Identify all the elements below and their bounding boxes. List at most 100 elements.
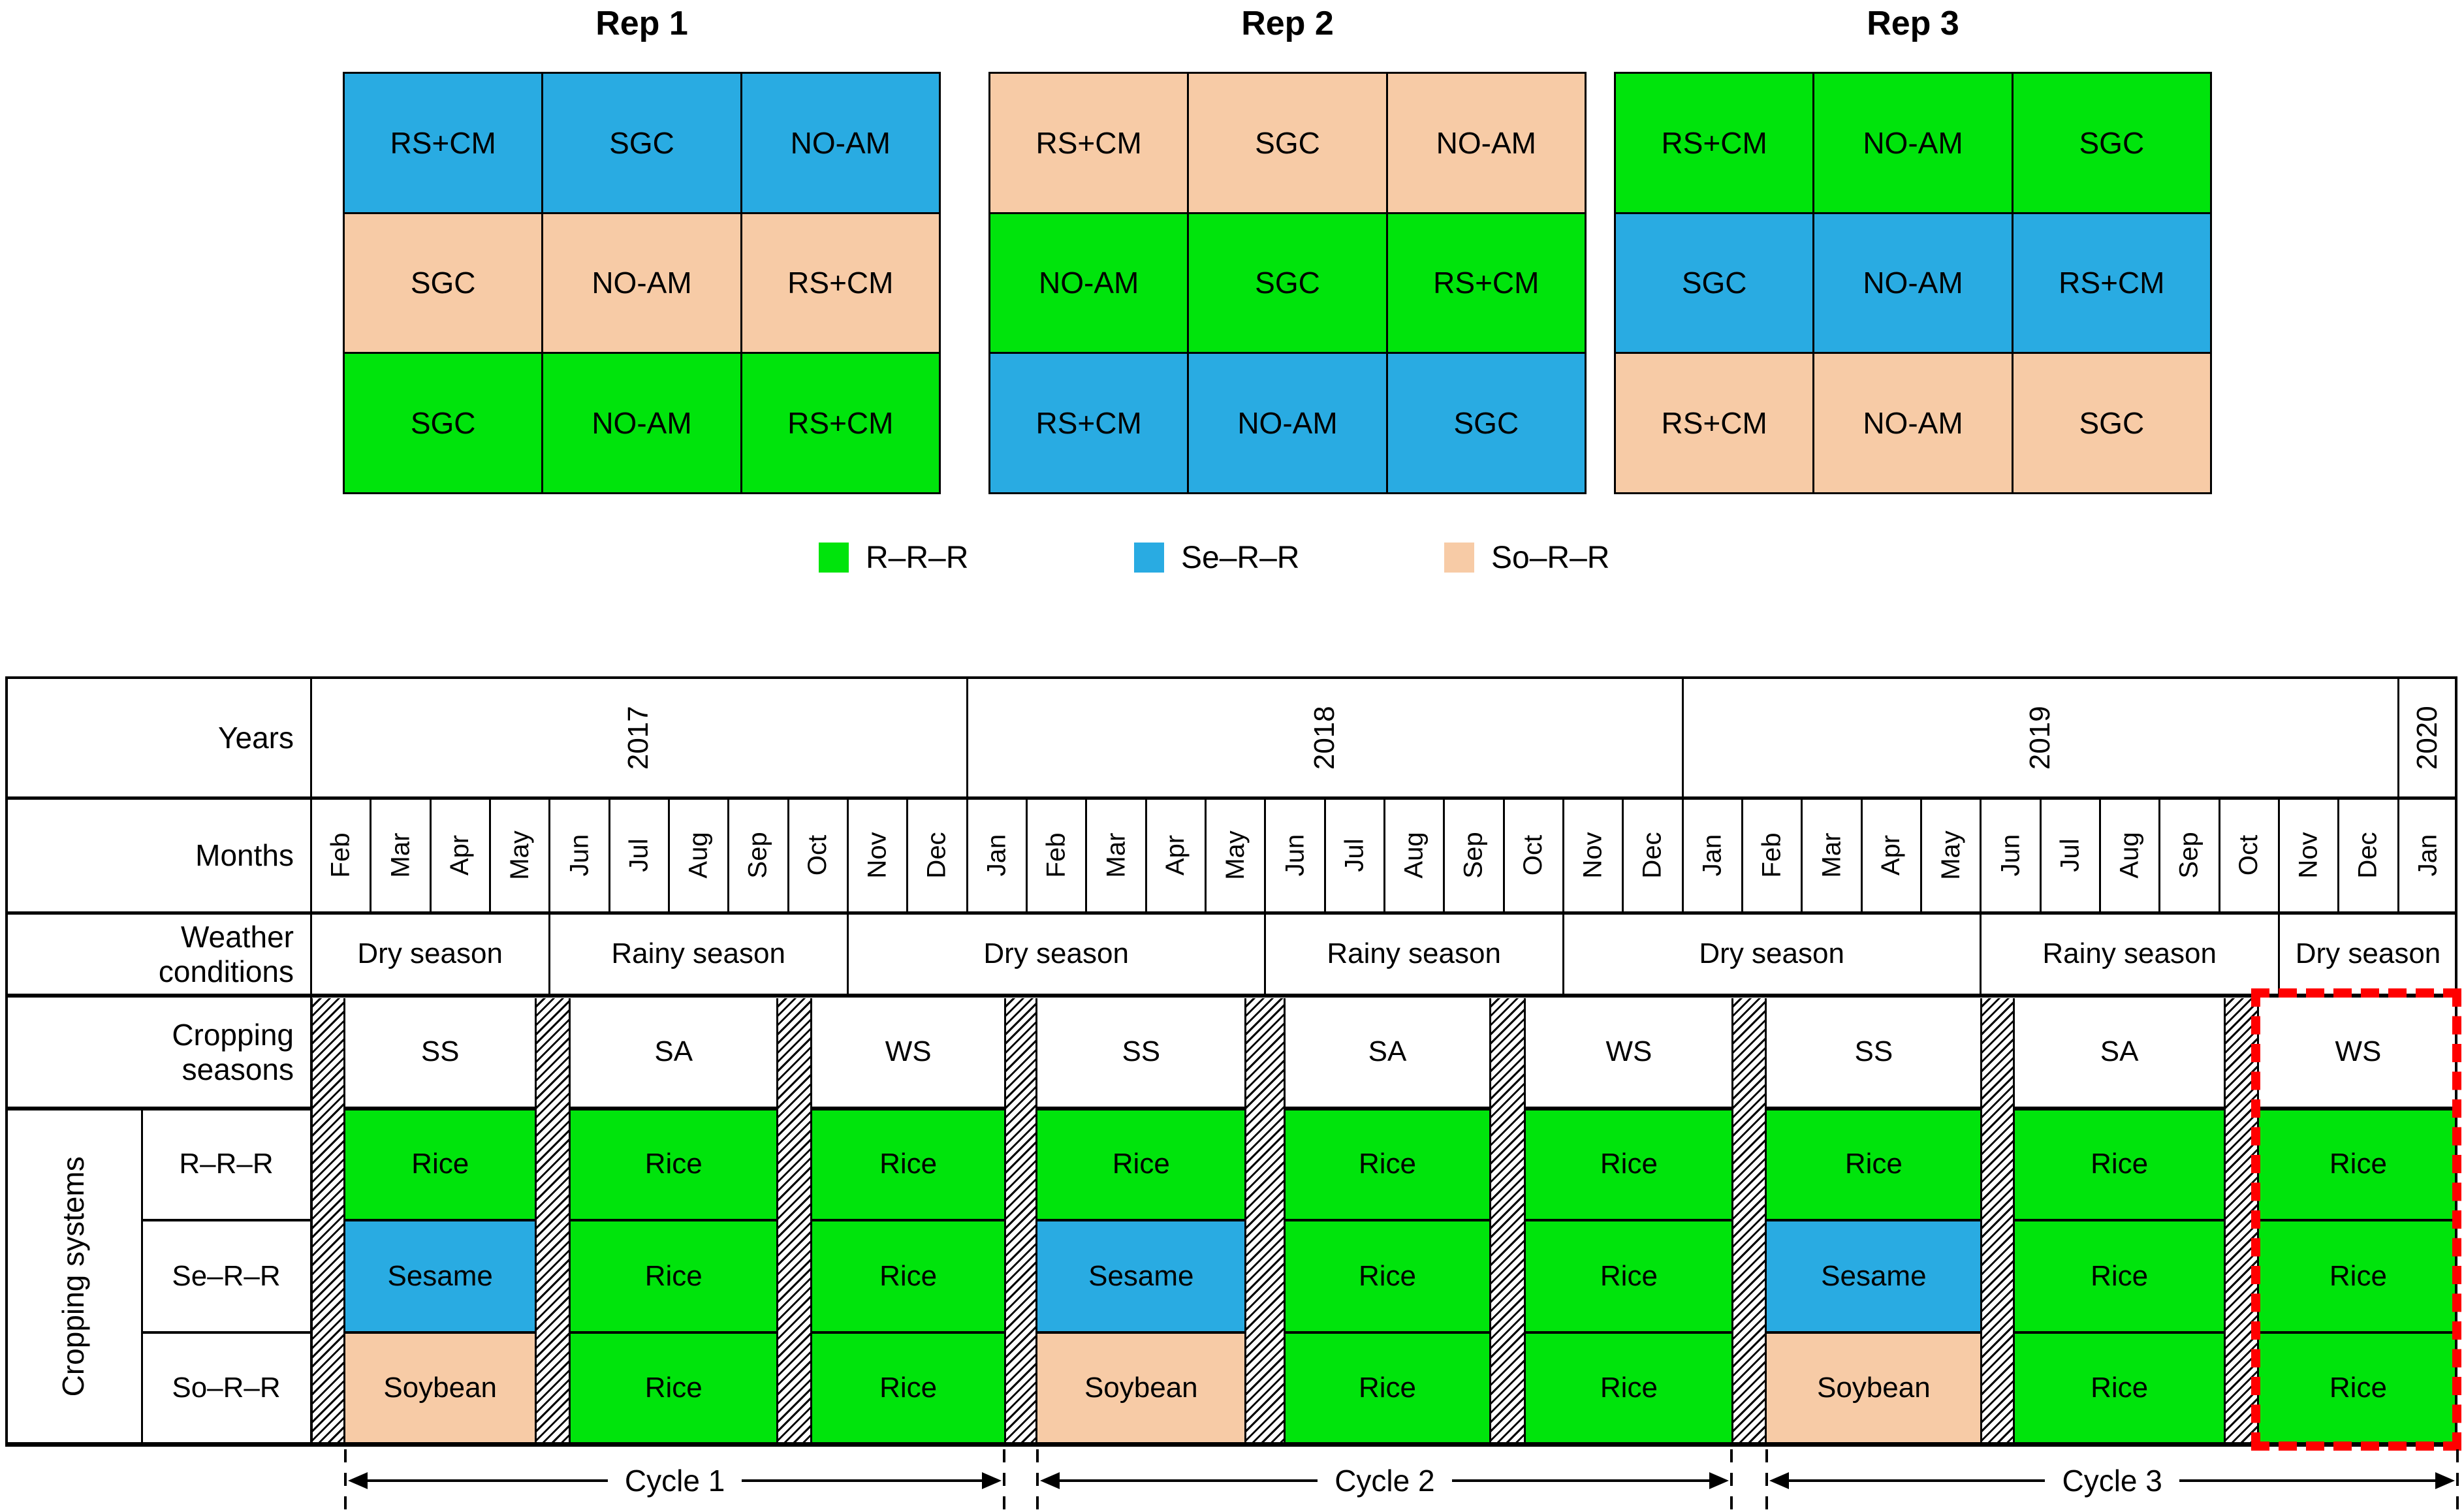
hatch-bar xyxy=(1731,998,1767,1444)
month-cell-text: Apr xyxy=(445,834,475,876)
hatch-bar xyxy=(1980,998,2015,1444)
month-cell: Aug xyxy=(1384,798,1444,913)
table-line xyxy=(966,678,968,798)
table-line xyxy=(1681,798,1684,913)
table-line xyxy=(1681,678,1684,798)
month-cell: Aug xyxy=(669,798,728,913)
hatch-bar xyxy=(535,998,571,1444)
month-cell: Nov xyxy=(1563,798,1622,913)
weather-cell: Dry season xyxy=(983,937,1129,970)
legend-swatch xyxy=(1134,543,1164,573)
month-cell-text: Jun xyxy=(1280,834,1309,877)
table-line xyxy=(1383,798,1385,913)
season-cell: WS xyxy=(1605,1035,1652,1068)
weather-row-label: Weather conditions xyxy=(158,919,294,988)
rep-title: Rep 3 xyxy=(1867,5,1959,42)
crop-cell: Rice xyxy=(571,1109,777,1221)
months-row-label: Months xyxy=(195,838,294,872)
crop-cell: Rice xyxy=(2258,1220,2457,1332)
crop-cell: Rice xyxy=(571,1332,777,1444)
rep-plot-cell: RS+CM xyxy=(1387,213,1585,353)
cycle-boundary-line xyxy=(1036,1449,1039,1511)
table-line xyxy=(5,1442,2457,1447)
season-cell: SS xyxy=(420,1035,460,1068)
rep-title: Rep 2 xyxy=(1241,5,1334,42)
table-line xyxy=(5,678,8,1444)
month-cell-text: Mar xyxy=(1816,832,1846,878)
hatch-bar xyxy=(1244,998,1286,1444)
table-line xyxy=(1622,798,1624,913)
legend-item: Se–R–R xyxy=(1134,541,1421,575)
cycle-arrowhead-right xyxy=(982,1472,1002,1489)
table-line xyxy=(548,913,551,996)
rep-plot-cell: RS+CM xyxy=(742,354,939,492)
month-cell-text: Aug xyxy=(2115,832,2144,879)
month-cell-text: Sep xyxy=(2174,832,2203,879)
month-cell-text: Apr xyxy=(1161,834,1190,876)
year-cell-text: 2017 xyxy=(622,706,655,770)
month-cell: Jan xyxy=(1682,798,1742,913)
table-line xyxy=(847,913,849,996)
legend-swatch xyxy=(1444,543,1474,573)
rep-plot-cell: SGC xyxy=(1189,213,1386,353)
system-row-label: So–R–R xyxy=(172,1372,281,1404)
month-cell-text: Jul xyxy=(2055,838,2085,872)
month-cell: Sep xyxy=(2159,798,2219,913)
table-line xyxy=(429,798,432,913)
month-cell: May xyxy=(1921,798,1980,913)
rep-plot-cell: SGC xyxy=(1387,354,1585,492)
cycle-arrow-line xyxy=(367,1479,608,1482)
rep-plot-cell: SGC xyxy=(2013,74,2210,212)
month-cell: Feb xyxy=(311,798,370,913)
table-line xyxy=(1741,798,1743,913)
month-cell-text: May xyxy=(1936,830,1965,880)
table-line xyxy=(1443,798,1445,913)
table-line xyxy=(1980,798,1982,913)
cropping-systems-label-text: Cropping systems xyxy=(56,1156,91,1397)
cycle-arrowhead-right xyxy=(2435,1472,2455,1489)
month-cell-text: Nov xyxy=(1578,832,1607,879)
table-line xyxy=(2337,798,2340,913)
month-cell-text: Feb xyxy=(326,832,355,878)
month-cell: Oct xyxy=(1504,798,1563,913)
crop-cell: Rice xyxy=(2258,1332,2457,1444)
month-cell: Jan xyxy=(2398,798,2457,913)
year-cell-text: 2018 xyxy=(1308,706,1340,770)
table-line xyxy=(370,798,372,913)
rep-plot-cell: RS+CM xyxy=(345,74,542,212)
crop-cell: Rice xyxy=(1286,1220,1489,1332)
rep-grid: RS+CM NO-AM SGC SGC NO-AM RS+CM RS+CM NO-AM SGC xyxy=(1614,72,2212,494)
table-line xyxy=(1264,798,1267,913)
month-cell-text: Aug xyxy=(1399,832,1429,879)
table-line xyxy=(847,798,849,913)
cycle-arrow-line xyxy=(1060,1479,1318,1482)
month-cell: Feb xyxy=(1742,798,1801,913)
crop-cell: Rice xyxy=(571,1220,777,1332)
table-line xyxy=(1264,913,1267,996)
rep-plot-cell: RS+CM xyxy=(742,213,939,353)
month-cell-text: Aug xyxy=(684,832,713,879)
month-cell: Dec xyxy=(1622,798,1682,913)
season-cell: SS xyxy=(1122,1035,1161,1068)
season-cell: SA xyxy=(1368,1035,1407,1068)
month-cell-text: Sep xyxy=(743,832,772,879)
crop-cell: Rice xyxy=(1286,1332,1489,1444)
table-line xyxy=(1801,798,1803,913)
month-cell: Jul xyxy=(2040,798,2100,913)
legend-item: So–R–R xyxy=(1444,541,1731,575)
table-line xyxy=(5,911,2457,915)
table-line xyxy=(2397,798,2399,913)
cycle-boundary-line xyxy=(1765,1449,1769,1511)
season-cell: WS xyxy=(2335,1035,2382,1068)
crop-cell: Soybean xyxy=(345,1332,535,1444)
rep-plot-cell: SGC xyxy=(1616,213,1813,353)
rep-plot-cell: NO-AM xyxy=(543,213,740,353)
cropping-systems-label: Cropping systems xyxy=(5,1109,142,1444)
crop-cell: Rice xyxy=(2015,1109,2224,1221)
month-cell-text: Apr xyxy=(1876,834,1906,876)
cycle-label: Cycle 1 xyxy=(624,1464,725,1498)
month-cell: Dec xyxy=(2338,798,2397,913)
hatch-bar xyxy=(311,998,345,1444)
hatch-bar xyxy=(1004,998,1038,1444)
